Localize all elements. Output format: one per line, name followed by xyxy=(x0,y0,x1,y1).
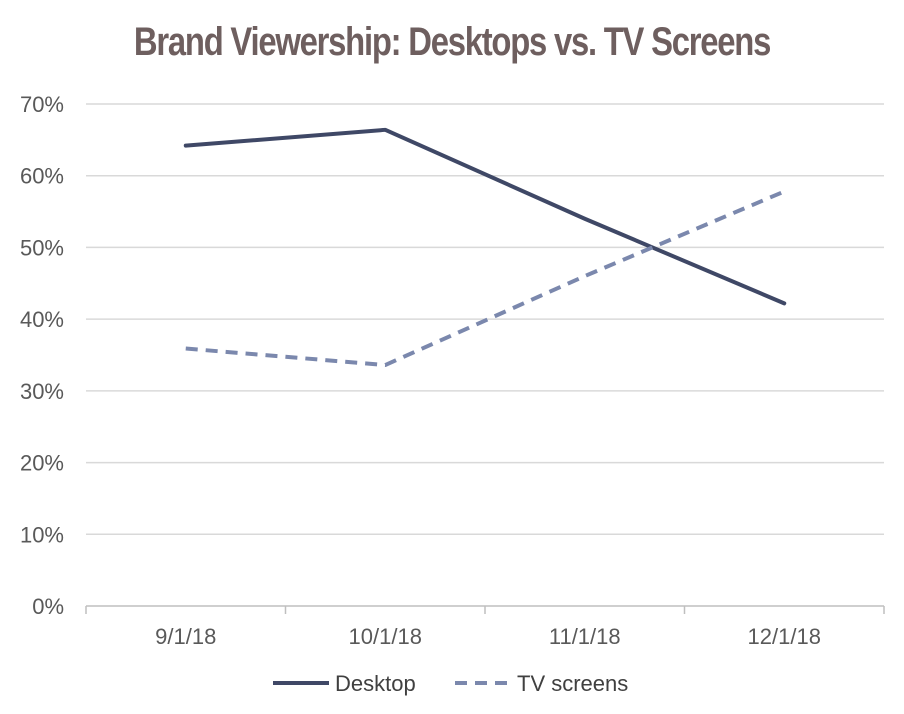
x-tick-label: 9/1/18 xyxy=(155,624,216,649)
legend-label: Desktop xyxy=(335,671,416,696)
y-tick-label: 30% xyxy=(20,379,64,404)
y-tick-label: 0% xyxy=(32,594,64,619)
series-line-1 xyxy=(185,189,786,368)
y-tick-label: 10% xyxy=(20,522,64,547)
y-tick-label: 20% xyxy=(20,451,64,476)
legend: Desktop TV screens xyxy=(273,671,628,696)
series-line-0 xyxy=(183,127,787,306)
y-tick-label: 50% xyxy=(20,235,64,260)
x-tick-label: 10/1/18 xyxy=(349,624,422,649)
y-tick-label: 70% xyxy=(20,92,64,117)
x-tick-label: 11/1/18 xyxy=(549,624,621,649)
x-tick-label: 12/1/18 xyxy=(748,624,821,649)
x-axis-ticks: 9/1/18 10/1/18 11/1/18 12/1/18 xyxy=(155,624,821,649)
legend-label: TV screens xyxy=(517,671,628,696)
x-axis xyxy=(85,605,885,614)
series-lines xyxy=(183,127,787,368)
chart-title: Brand Viewership: Desktops vs. TV Screen… xyxy=(133,20,771,64)
y-axis-ticks: 0% 10% 20% 30% 40% 50% 60% 70% xyxy=(20,92,64,619)
y-tick-label: 40% xyxy=(20,307,64,332)
y-tick-label: 60% xyxy=(20,164,64,189)
